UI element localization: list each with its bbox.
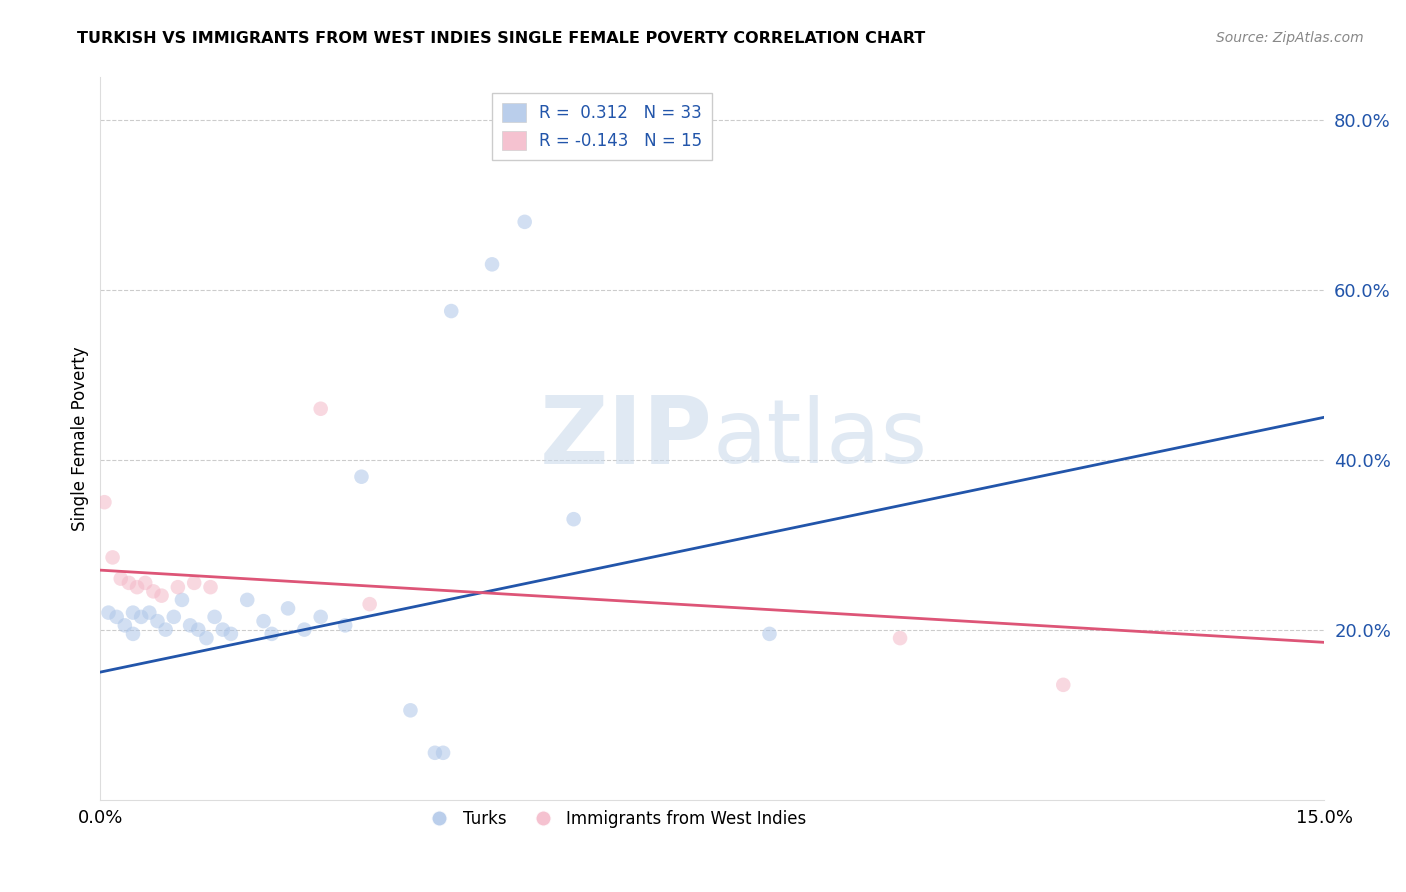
Point: [889, 631, 911, 645]
Point: [150, 589, 173, 603]
Point: [260, 627, 283, 641]
Point: [179, 618, 201, 632]
Point: [110, 572, 132, 586]
Point: [146, 614, 169, 628]
Point: [122, 606, 145, 620]
Point: [163, 610, 186, 624]
Point: [309, 401, 332, 416]
Point: [122, 627, 145, 641]
Point: [562, 512, 585, 526]
Point: [187, 623, 209, 637]
Point: [195, 631, 218, 645]
Text: ZIP: ZIP: [540, 392, 713, 484]
Point: [481, 257, 503, 271]
Point: [138, 606, 160, 620]
Point: [758, 627, 780, 641]
Point: [125, 580, 148, 594]
Point: [114, 618, 136, 632]
Point: [399, 703, 422, 717]
Point: [93, 495, 115, 509]
Point: [183, 575, 205, 590]
Point: [142, 584, 165, 599]
Point: [167, 580, 190, 594]
Point: [359, 597, 381, 611]
Point: [1052, 678, 1074, 692]
Y-axis label: Single Female Poverty: Single Female Poverty: [72, 346, 89, 531]
Point: [219, 627, 242, 641]
Point: [292, 623, 315, 637]
Point: [236, 593, 259, 607]
Text: atlas: atlas: [713, 395, 928, 482]
Point: [129, 610, 152, 624]
Point: [513, 215, 536, 229]
Text: TURKISH VS IMMIGRANTS FROM WEST INDIES SINGLE FEMALE POVERTY CORRELATION CHART: TURKISH VS IMMIGRANTS FROM WEST INDIES S…: [77, 31, 925, 46]
Text: Source: ZipAtlas.com: Source: ZipAtlas.com: [1216, 31, 1364, 45]
Point: [432, 746, 454, 760]
Point: [333, 618, 356, 632]
Point: [252, 614, 274, 628]
Point: [134, 575, 156, 590]
Point: [211, 623, 233, 637]
Point: [204, 610, 226, 624]
Point: [277, 601, 299, 615]
Point: [105, 610, 128, 624]
Point: [101, 550, 124, 565]
Point: [97, 606, 120, 620]
Point: [200, 580, 222, 594]
Legend: Turks, Immigrants from West Indies: Turks, Immigrants from West Indies: [416, 803, 813, 835]
Point: [309, 610, 332, 624]
Point: [423, 746, 446, 760]
Point: [155, 623, 177, 637]
Point: [350, 469, 373, 483]
Point: [440, 304, 463, 318]
Point: [170, 593, 193, 607]
Point: [118, 575, 141, 590]
